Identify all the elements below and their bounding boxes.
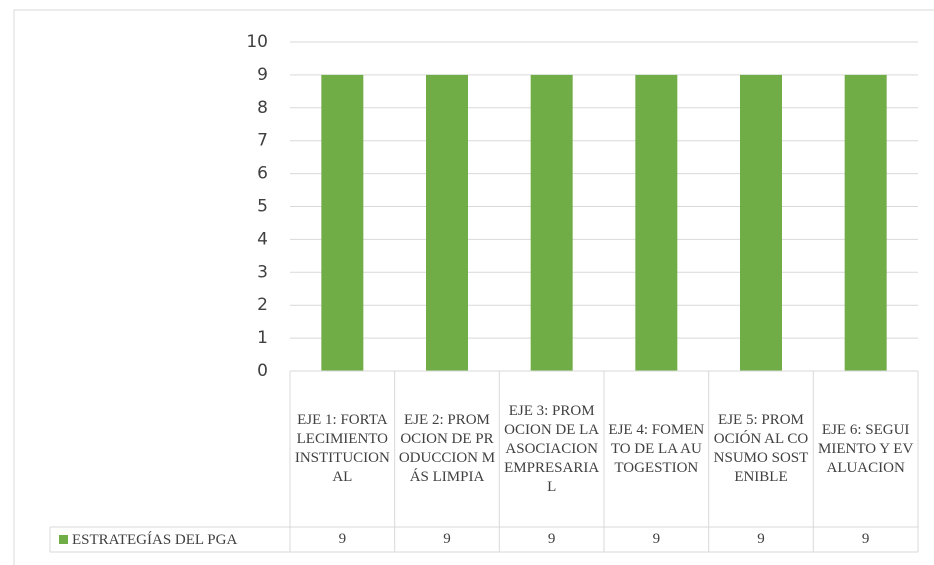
x-tick-label: EJE 2: PROMOCION DE PRODUCCION MÁS LIMPI… xyxy=(398,412,496,485)
y-tick-label: 4 xyxy=(257,229,268,249)
bar xyxy=(321,74,364,372)
table-value: 9 xyxy=(339,531,347,547)
bar xyxy=(635,74,678,372)
y-tick-label: 10 xyxy=(246,32,268,52)
y-tick-label: 0 xyxy=(257,361,268,381)
x-tick-label: EJE 3: PROMOCION DE LA ASOCIACION EMPRES… xyxy=(504,402,600,495)
chart-frame xyxy=(13,9,934,565)
legend-label: ESTRATEGÍAS DEL PGA xyxy=(72,531,237,548)
x-tick-label: EJE 5: PROMOCIÓN AL CONSUMO SOSTENIBLE xyxy=(713,412,809,485)
y-tick-label: 5 xyxy=(257,197,268,217)
x-tick-label-box: EJE 5: PROMOCIÓN AL CONSUMO SOSTENIBLE xyxy=(713,412,809,485)
x-tick-label-box: EJE 3: PROMOCION DE LA ASOCIACION EMPRES… xyxy=(504,402,600,495)
table-value: 9 xyxy=(862,531,870,547)
x-tick-label: EJE 1: FORTALECIMIENTO INSTITUCIONAL xyxy=(294,412,390,485)
x-tick-label: EJE 6: SEGUIMIENTO Y EVALUACION xyxy=(818,421,914,476)
y-tick-label: 1 xyxy=(257,328,268,348)
x-tick-label-box: EJE 4: FOMENTO DE LA AUTOGESTION xyxy=(608,421,705,476)
bar xyxy=(530,74,573,372)
y-tick-label: 8 xyxy=(257,98,268,118)
x-tick-label-box: EJE 2: PROMOCION DE PRODUCCION MÁS LIMPI… xyxy=(398,412,496,485)
y-tick-label: 3 xyxy=(257,262,268,282)
y-tick-label: 7 xyxy=(257,131,268,151)
legend-key xyxy=(59,535,68,544)
bar xyxy=(426,74,468,372)
y-tick-label: 9 xyxy=(257,65,268,85)
y-tick-label: 2 xyxy=(257,295,268,315)
x-tick-label-box: EJE 6: SEGUIMIENTO Y EVALUACION xyxy=(818,421,914,476)
table-value: 9 xyxy=(757,531,765,547)
table-value: 9 xyxy=(653,531,661,547)
x-tick-label: EJE 4: FOMENTO DE LA AUTOGESTION xyxy=(608,421,705,476)
y-tick-label: 6 xyxy=(257,164,268,184)
x-tick-label-box: EJE 1: FORTALECIMIENTO INSTITUCIONAL xyxy=(294,412,390,485)
bar xyxy=(844,74,887,372)
bar xyxy=(740,74,782,372)
table-value: 9 xyxy=(548,531,556,547)
table-value: 9 xyxy=(443,531,451,547)
